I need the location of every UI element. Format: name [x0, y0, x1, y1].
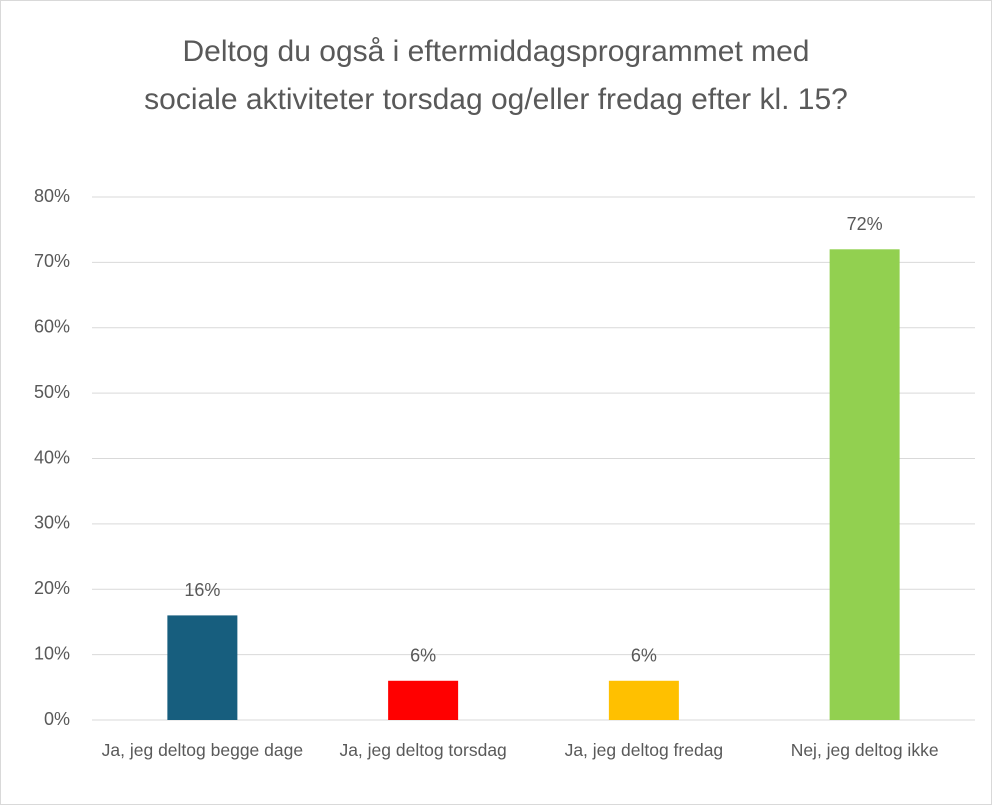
value-label: 6%: [631, 646, 657, 666]
y-tick-label: 20%: [34, 578, 70, 598]
value-label: 72%: [847, 214, 883, 234]
y-tick-label: 40%: [34, 447, 70, 467]
bar: [608, 680, 679, 720]
value-label: 6%: [410, 646, 436, 666]
y-tick-label: 50%: [34, 382, 70, 402]
x-tick-label: Nej, jeg deltog ikke: [790, 740, 939, 760]
x-tick-label: Ja, jeg deltog torsdag: [339, 740, 507, 760]
x-tick-label: Ja, jeg deltog begge dage: [101, 740, 304, 760]
x-tick-label: Ja, jeg deltog fredag: [564, 740, 724, 760]
bar: [829, 249, 900, 721]
y-tick-label: 60%: [34, 317, 70, 337]
y-tick-label: 10%: [34, 643, 70, 663]
y-tick-label: 80%: [34, 186, 70, 206]
bar: [388, 680, 459, 720]
chart-title: Deltog du også i eftermiddagsprogrammet …: [144, 35, 848, 116]
bar: [167, 615, 238, 720]
y-tick-label: 70%: [34, 251, 70, 271]
y-tick-label: 30%: [34, 513, 70, 533]
y-tick-label: 0%: [44, 709, 70, 729]
value-label: 16%: [184, 580, 220, 600]
